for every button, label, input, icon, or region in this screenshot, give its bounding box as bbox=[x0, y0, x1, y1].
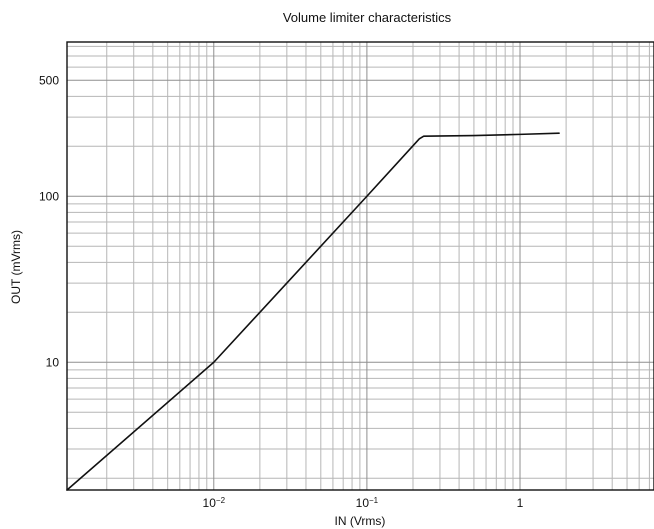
y-tick-label: 100 bbox=[39, 189, 59, 203]
x-tick-label: 1 bbox=[517, 496, 524, 510]
plot-frame bbox=[66, 41, 654, 491]
x-tick-base: 10 bbox=[356, 496, 370, 510]
x-tick-label: 10−2 bbox=[203, 496, 226, 511]
major-grid-lines bbox=[67, 42, 654, 490]
x-axis-ticks: 10−2 10−1 1 bbox=[203, 496, 524, 511]
y-axis-label: OUT (mVrms) bbox=[9, 230, 23, 304]
x-axis-label: IN (Vrms) bbox=[335, 514, 386, 528]
chart-title: Volume limiter characteristics bbox=[283, 10, 452, 25]
series-line bbox=[66, 132, 560, 491]
x-tick-base: 10 bbox=[203, 496, 217, 510]
x-tick-exponent: −1 bbox=[369, 496, 379, 505]
y-axis-ticks: 10 100 500 bbox=[39, 73, 59, 369]
x-tick-label: 10−1 bbox=[356, 496, 379, 511]
x-tick-exponent: −2 bbox=[216, 496, 226, 505]
y-tick-label: 500 bbox=[39, 73, 59, 87]
y-tick-label: 10 bbox=[46, 355, 60, 369]
minor-grid-lines bbox=[67, 42, 654, 490]
